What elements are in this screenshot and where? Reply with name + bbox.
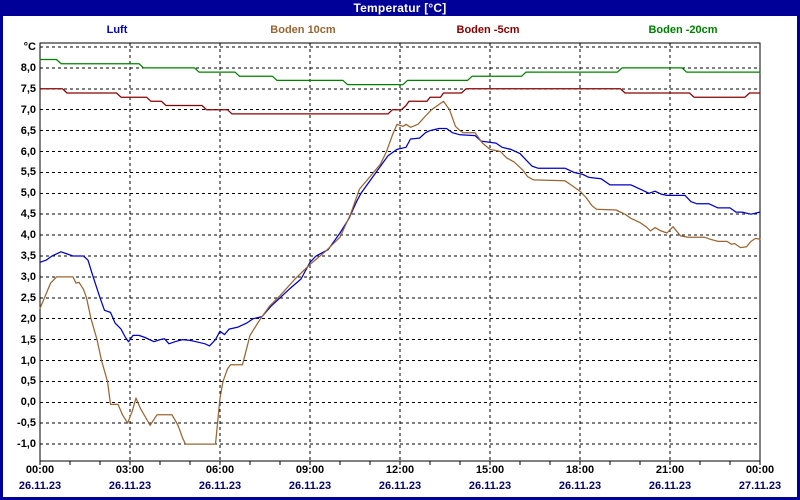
series-line-boden-5cm — [39, 88, 761, 115]
y-axis-tick-label: 2,5 — [20, 291, 36, 304]
x-axis-time-label: 15:00 — [475, 464, 505, 476]
y-axis-tick-label: -1,0 — [17, 438, 36, 451]
x-axis-date-label: 26.11.23 — [648, 480, 692, 492]
x-axis-time-label: 21:00 — [655, 464, 685, 476]
x-axis-time-label: 18:00 — [565, 464, 595, 476]
y-axis-tick-label: 3,0 — [20, 270, 36, 283]
x-axis-time-label: 09:00 — [295, 464, 325, 476]
y-axis-tick-label: 3,5 — [20, 250, 36, 262]
x-axis-time-label: 06:00 — [205, 464, 235, 476]
legend-item-boden-5cm: Boden -5cm — [456, 24, 520, 36]
y-axis-tick-label: 0,5 — [20, 375, 36, 388]
series-line-luft — [39, 127, 761, 347]
title-bar: Temperatur [°C] — [0, 0, 800, 16]
y-axis-tick-label: -0,5 — [17, 417, 36, 430]
x-axis-time-label: 03:00 — [115, 464, 145, 476]
series-line-boden-10cm — [39, 100, 761, 445]
chart-title: Temperatur [°C] — [353, 1, 447, 15]
x-axis-time-label: 12:00 — [385, 464, 415, 476]
y-axis-tick-label: 2,0 — [20, 312, 36, 325]
y-axis-tick-label: 0,0 — [20, 396, 36, 409]
y-axis-tick-label: 6,0 — [20, 145, 36, 158]
y-axis-tick-label: 6,5 — [20, 124, 36, 137]
y-axis-tick-label: 8,0 — [20, 61, 36, 74]
legend-item-boden-10cm: Boden 10cm — [270, 24, 336, 36]
series-line-boden-20cm — [39, 58, 761, 86]
y-axis-tick-label: 4,0 — [20, 229, 36, 242]
x-axis-date-label: 26.11.23 — [18, 480, 62, 492]
x-axis-date-label: 27.11.23 — [738, 480, 782, 492]
y-axis-tick-label: 7,5 — [20, 82, 36, 95]
x-axis-time-label: 00:00 — [25, 464, 55, 476]
y-axis-tick-label: 5,5 — [20, 166, 36, 179]
y-axis-tick-label: 1,5 — [20, 333, 36, 346]
x-axis-date-label: 26.11.23 — [468, 480, 512, 492]
x-axis-date-label: 26.11.23 — [288, 480, 332, 492]
legend-item-boden-20cm: Boden -20cm — [648, 24, 718, 36]
y-axis-tick-label: 1,0 — [20, 354, 36, 367]
y-axis-unit-label: °C — [23, 41, 36, 53]
y-axis-tick-label: 7,0 — [20, 103, 36, 116]
y-axis-tick-label: 5,0 — [20, 187, 36, 200]
x-axis-time-label: 00:00 — [745, 464, 775, 476]
x-axis-date-label: 26.11.23 — [198, 480, 242, 492]
x-axis-date-label: 26.11.23 — [108, 480, 152, 492]
plot-border — [39, 42, 761, 462]
legend-item-luft: Luft — [106, 24, 128, 36]
y-axis-tick-label: 4,5 — [20, 208, 36, 221]
x-axis-date-label: 26.11.23 — [378, 480, 422, 492]
x-axis-date-label: 26.11.23 — [558, 480, 602, 492]
